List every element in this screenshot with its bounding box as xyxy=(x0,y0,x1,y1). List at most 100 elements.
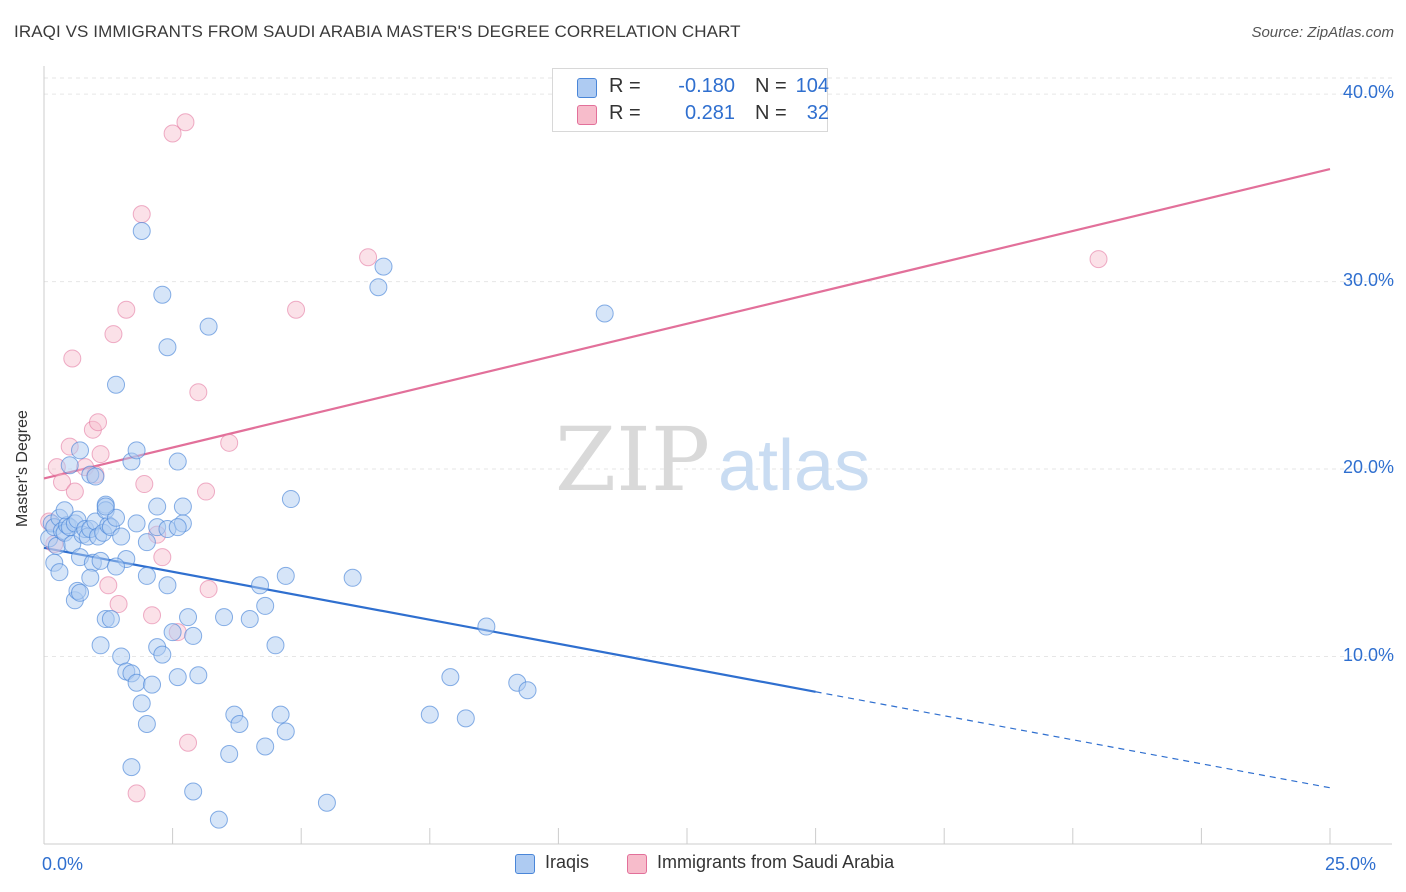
data-point-saudi xyxy=(287,300,306,319)
data-point-saudi xyxy=(163,124,182,143)
data-point-iraqi xyxy=(50,563,69,582)
data-point-saudi xyxy=(132,205,151,224)
data-point-iraqi xyxy=(153,645,172,664)
bottom-legend-label-iraqis: Iraqis xyxy=(545,852,590,872)
legend-swatch-saudi xyxy=(577,105,597,125)
x-tick-max: 25.0% xyxy=(1325,854,1377,874)
data-point-iraqi xyxy=(369,278,388,297)
legend-r-label: R = xyxy=(609,102,641,124)
data-point-iraqi xyxy=(137,533,156,552)
data-point-iraqi xyxy=(266,636,285,655)
data-point-iraqi xyxy=(55,501,74,520)
x-tick-min: 0.0% xyxy=(42,854,84,874)
data-point-saudi xyxy=(91,445,110,464)
data-point-saudi xyxy=(53,473,72,492)
data-point-iraqi xyxy=(179,608,198,627)
data-point-iraqi xyxy=(240,610,259,629)
data-point-iraqi xyxy=(127,514,146,533)
data-point-iraqi xyxy=(173,497,192,516)
bottom-legend-label-saudi: Immigrants from Saudi Arabia xyxy=(657,852,895,872)
data-point-iraqi xyxy=(163,623,182,642)
data-point-iraqi xyxy=(148,497,167,516)
data-point-iraqi xyxy=(153,285,172,304)
data-point-iraqi xyxy=(158,576,177,595)
legend: R = -0.180 N = 104 R = 0.281 N = 32 xyxy=(552,68,829,132)
data-point-iraqi xyxy=(477,617,496,636)
data-point-saudi xyxy=(359,248,378,267)
data-point-saudi xyxy=(197,482,216,501)
trend-line-iraqis xyxy=(43,546,816,693)
data-point-iraqi xyxy=(420,705,439,724)
data-point-saudi xyxy=(63,349,82,368)
data-point-iraqi xyxy=(374,257,393,276)
data-point-iraqi xyxy=(127,441,146,460)
trend-line-iraqis-dashed xyxy=(815,691,1331,789)
data-point-iraqi xyxy=(281,490,300,509)
data-point-iraqi xyxy=(317,793,336,812)
data-point-iraqi xyxy=(132,694,151,713)
source-note: Source: ZipAtlas.com xyxy=(1251,24,1394,41)
data-point-iraqi xyxy=(127,673,146,692)
legend-r-value: 0.281 xyxy=(684,102,735,124)
legend-n-label: N = xyxy=(755,102,787,124)
data-point-saudi xyxy=(143,606,162,625)
data-point-iraqi xyxy=(137,715,156,734)
legend-r-label: R = xyxy=(609,75,641,97)
data-point-iraqi xyxy=(220,745,239,764)
data-point-iraqi xyxy=(143,675,162,694)
data-point-iraqi xyxy=(107,508,126,527)
data-point-iraqi xyxy=(91,636,110,655)
data-point-iraqi xyxy=(91,551,110,570)
y-tick-label: 40.0% xyxy=(1342,82,1394,103)
legend-n-value: 104 xyxy=(795,75,829,97)
data-point-saudi xyxy=(117,300,136,319)
data-point-iraqi xyxy=(158,338,177,357)
legend-n-value: 32 xyxy=(806,102,829,124)
data-point-iraqi xyxy=(112,527,131,546)
data-point-iraqi xyxy=(441,668,460,687)
data-point-iraqi xyxy=(276,722,295,741)
data-point-iraqi xyxy=(96,497,115,516)
data-point-saudi xyxy=(220,433,239,452)
data-point-iraqi xyxy=(107,375,126,394)
y-tick-label: 30.0% xyxy=(1342,269,1394,290)
data-point-iraqi xyxy=(595,304,614,323)
chart-title: IRAQI VS IMMIGRANTS FROM SAUDI ARABIA MA… xyxy=(14,22,741,41)
bottom-legend-swatch-saudi xyxy=(627,854,647,874)
watermark-zip: ZIP xyxy=(555,408,710,511)
data-point-iraqi xyxy=(256,596,275,615)
data-point-saudi xyxy=(99,576,118,595)
data-point-iraqi xyxy=(251,576,270,595)
legend-swatch-iraqis xyxy=(577,78,597,98)
data-point-iraqi xyxy=(184,626,203,645)
data-point-iraqi xyxy=(101,610,120,629)
data-point-iraqi xyxy=(215,608,234,627)
trend-line-saudi xyxy=(43,168,1331,480)
watermark-atlas: atlas xyxy=(718,426,870,506)
data-point-saudi xyxy=(189,383,208,402)
data-point-saudi xyxy=(153,548,172,567)
data-point-iraqi xyxy=(86,467,105,486)
y-axis-label: Master's Degree xyxy=(14,410,31,527)
data-point-iraqi xyxy=(107,557,126,576)
data-point-iraqi xyxy=(199,317,218,336)
data-point-iraqi xyxy=(168,518,187,537)
data-point-saudi xyxy=(179,733,198,752)
bottom-legend-swatch-iraqis xyxy=(515,854,535,874)
data-point-iraqi xyxy=(189,666,208,685)
data-point-saudi xyxy=(109,595,128,614)
gridlines xyxy=(44,77,1392,658)
data-point-saudi xyxy=(65,482,84,501)
data-point-iraqi xyxy=(71,441,90,460)
legend-r-value: -0.180 xyxy=(678,75,735,97)
data-point-iraqi xyxy=(168,668,187,687)
data-point-iraqi xyxy=(122,758,141,777)
data-point-iraqi xyxy=(71,583,90,602)
data-point-iraqi xyxy=(256,737,275,756)
data-point-iraqi xyxy=(168,452,187,471)
data-point-iraqi xyxy=(60,456,79,475)
data-point-saudi xyxy=(199,580,218,599)
data-point-saudi xyxy=(127,784,146,803)
data-point-iraqi xyxy=(343,568,362,587)
